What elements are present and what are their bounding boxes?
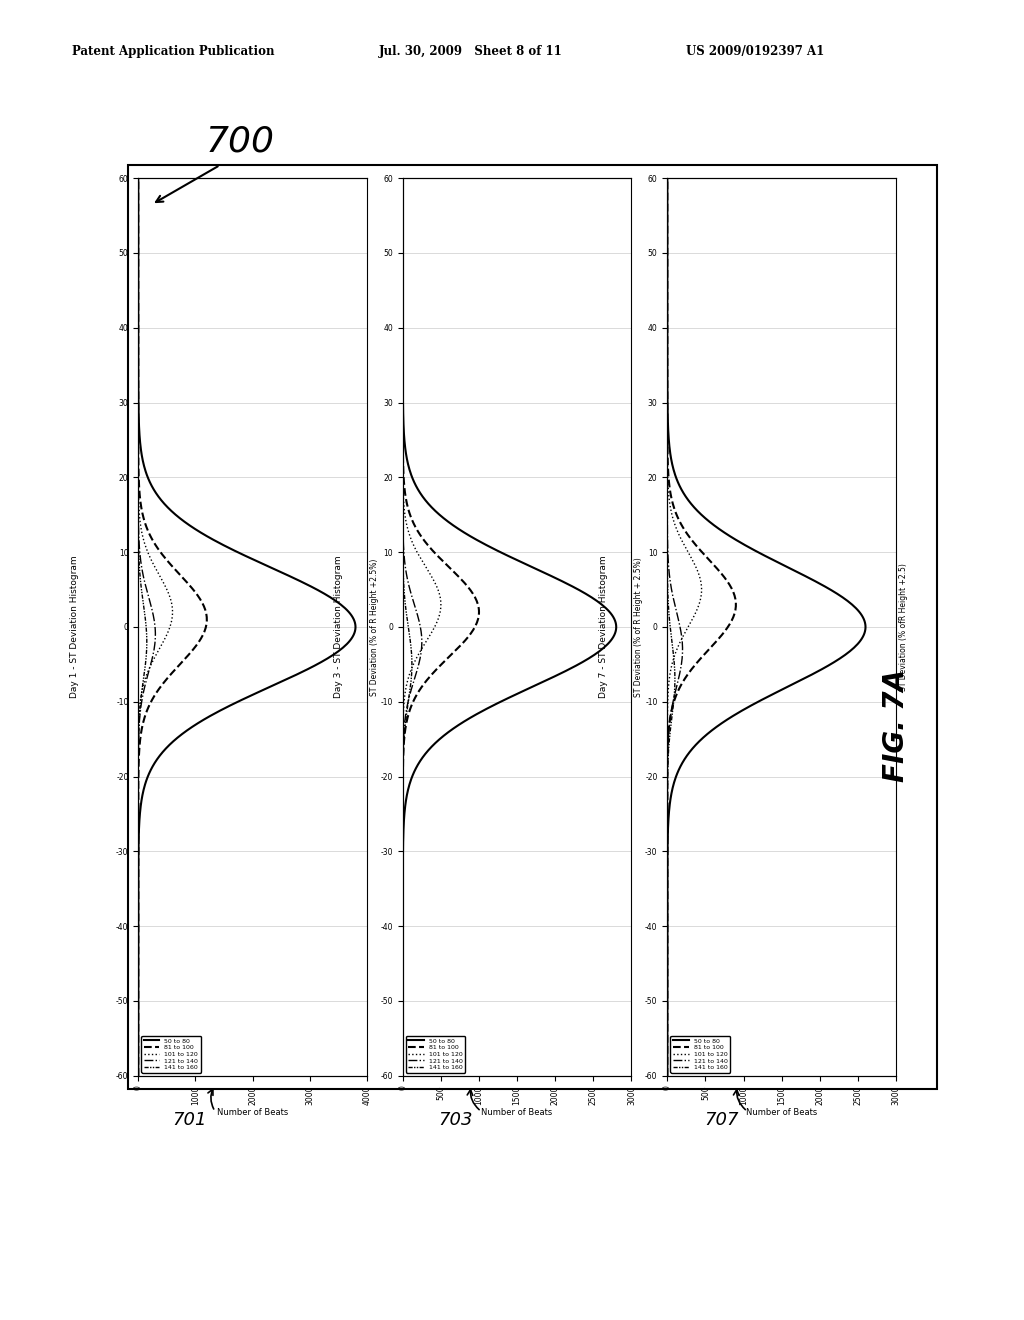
- Text: Patent Application Publication: Patent Application Publication: [72, 45, 274, 58]
- Legend: 50 to 80, 81 to 100, 101 to 120, 121 to 140, 141 to 160: 50 to 80, 81 to 100, 101 to 120, 121 to …: [406, 1036, 465, 1073]
- Text: Day 1 - ST Deviation Histogram: Day 1 - ST Deviation Histogram: [70, 556, 79, 698]
- Text: US 2009/0192397 A1: US 2009/0192397 A1: [686, 45, 824, 58]
- X-axis label: Number of Beats: Number of Beats: [217, 1107, 288, 1117]
- Text: 707: 707: [705, 1110, 739, 1129]
- X-axis label: Number of Beats: Number of Beats: [481, 1107, 553, 1117]
- Text: Day 3 - ST Deviation Histogram: Day 3 - ST Deviation Histogram: [334, 556, 343, 698]
- Text: 701: 701: [172, 1110, 207, 1129]
- Text: FIG. 7A: FIG. 7A: [882, 669, 910, 783]
- Y-axis label: ST Deviation (% of R Height + 2.5%): ST Deviation (% of R Height + 2.5%): [634, 557, 643, 697]
- X-axis label: Number of Beats: Number of Beats: [746, 1107, 817, 1117]
- Legend: 50 to 80, 81 to 100, 101 to 120, 121 to 140, 141 to 160: 50 to 80, 81 to 100, 101 to 120, 121 to …: [671, 1036, 730, 1073]
- Text: Day 7 - ST Deviation Histogram: Day 7 - ST Deviation Histogram: [599, 556, 608, 698]
- Text: Jul. 30, 2009   Sheet 8 of 11: Jul. 30, 2009 Sheet 8 of 11: [379, 45, 562, 58]
- Text: 703: 703: [438, 1110, 473, 1129]
- Legend: 50 to 80, 81 to 100, 101 to 120, 121 to 140, 141 to 160: 50 to 80, 81 to 100, 101 to 120, 121 to …: [141, 1036, 201, 1073]
- Y-axis label: ST Deviation (% ofR Height +2.5): ST Deviation (% ofR Height +2.5): [899, 564, 908, 690]
- Y-axis label: ST Deviation (% of R Height +2.5%): ST Deviation (% of R Height +2.5%): [370, 558, 379, 696]
- Text: 700: 700: [206, 125, 275, 158]
